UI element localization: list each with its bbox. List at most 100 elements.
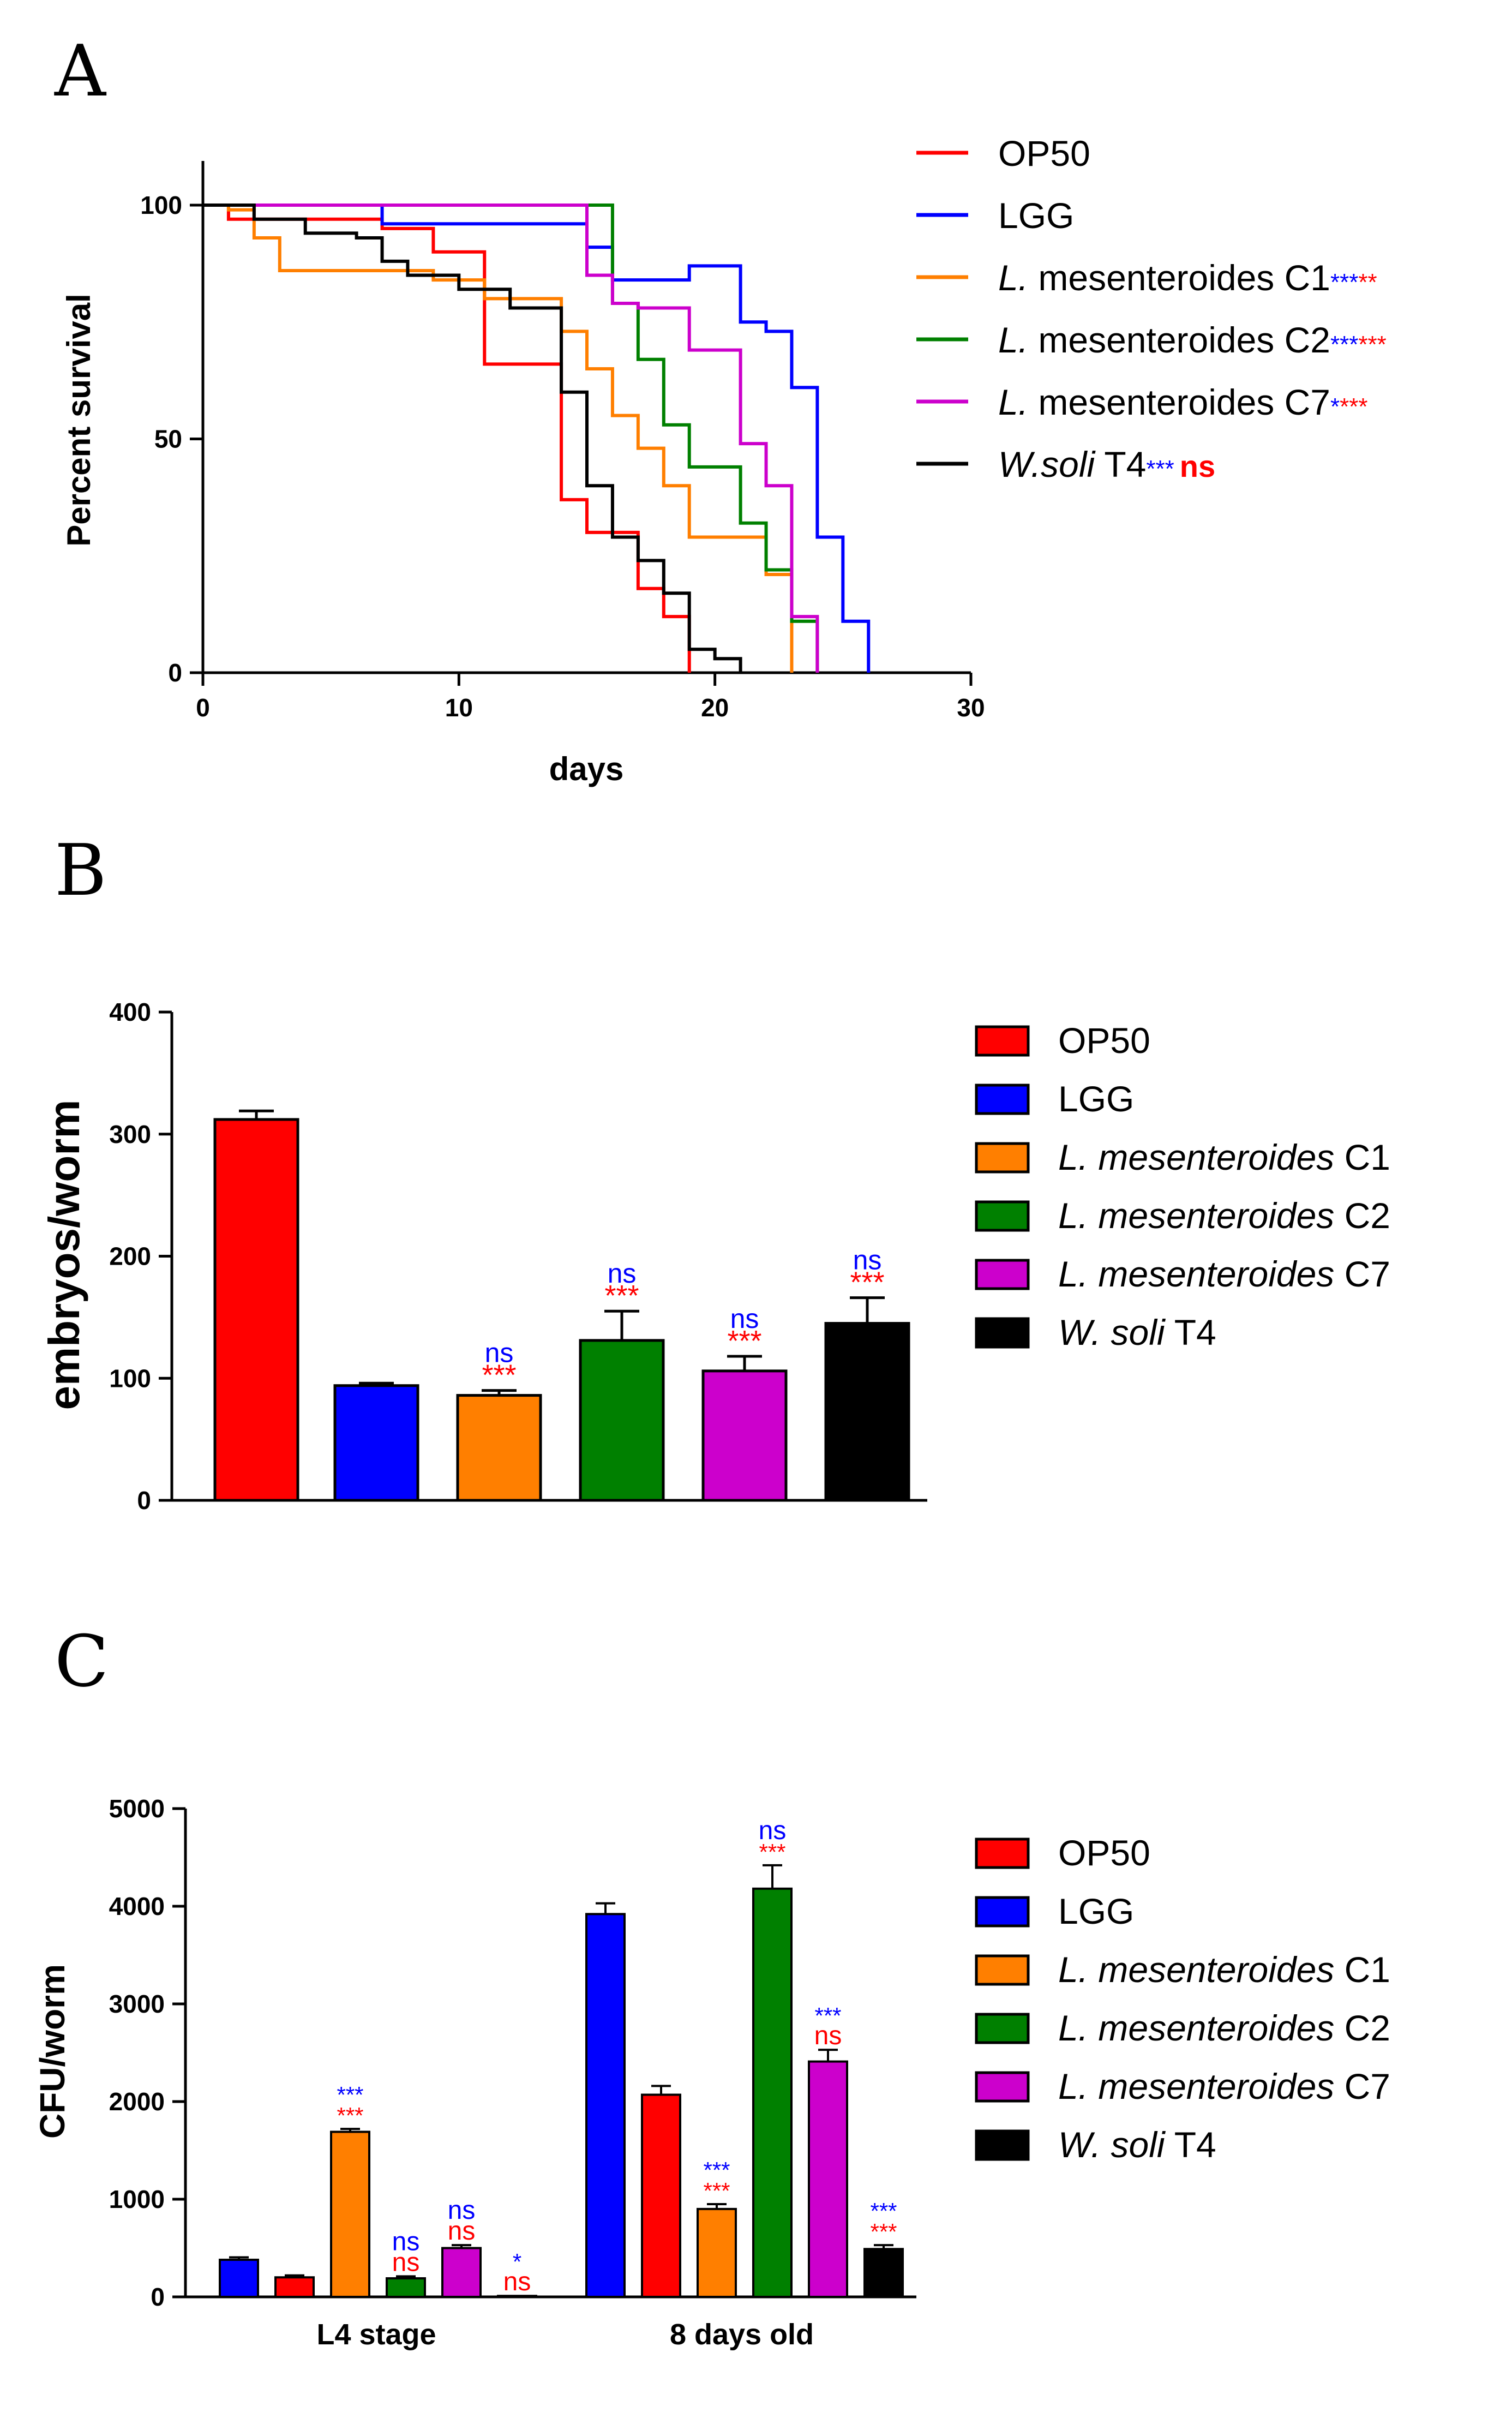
c-y-tick-label: 0 bbox=[151, 2283, 165, 2311]
legend-label-a-c1: L. mesenteroides C1***** bbox=[998, 258, 1377, 298]
c-y-tick-label: 3000 bbox=[109, 1990, 165, 2018]
legend-swatch-b-lgg bbox=[975, 1084, 1030, 1115]
c-y-tick-label: 5000 bbox=[109, 1794, 165, 1823]
bar-b-lgg bbox=[333, 1384, 419, 1502]
sig-label-b-c2-red: *** bbox=[604, 1279, 639, 1312]
legend-label-c-lgg: LGG bbox=[1058, 1891, 1134, 1931]
legend-label-c-c2: L. mesenteroides C2 bbox=[1058, 2008, 1390, 2048]
sig-label-b-c1-red: *** bbox=[482, 1359, 516, 1392]
sig-label-b-c7-blue: ns bbox=[730, 1303, 759, 1334]
legend-label-b-lgg: LGG bbox=[1058, 1079, 1134, 1119]
bar-c-l4-lgg bbox=[219, 2258, 259, 2298]
sig-label-c-day8-t4-blue: *** bbox=[870, 2198, 897, 2224]
bar-c-l4-c7 bbox=[441, 2247, 482, 2298]
a-y-axis-title: Percent survival bbox=[61, 294, 97, 547]
sig-label-c-day8-c7-blue: *** bbox=[814, 2003, 841, 2028]
legend-label-a-op50: OP50 bbox=[998, 133, 1090, 173]
c-y-axis-title: CFU/worm bbox=[33, 1964, 72, 2139]
sig-label-b-t4-blue: ns bbox=[853, 1245, 882, 1276]
sig-label-c-l4-c2-blue: ns bbox=[392, 2227, 420, 2256]
legend-swatch-b-c1 bbox=[975, 1142, 1030, 1174]
sig-label-c-day8-c2-red: *** bbox=[759, 1839, 785, 1865]
bar-c-day8-c2 bbox=[752, 1887, 793, 2298]
legend-label-c-c1: L. mesenteroides C1 bbox=[1058, 1949, 1390, 1990]
sig-label-b-c7-red: *** bbox=[727, 1325, 761, 1357]
b-y-tick-label: 300 bbox=[109, 1120, 151, 1148]
survival-line-t4 bbox=[203, 204, 742, 673]
panel-letter-a: A bbox=[54, 29, 107, 112]
legend-swatch-b-c7 bbox=[975, 1259, 1030, 1290]
cfu-bar-chart: 0 1000 2000 3000 4000 5000 CFU/worm L4 stage 8 d… bbox=[33, 1794, 1390, 2351]
bar-b-c7 bbox=[701, 1369, 788, 1502]
survival-line-lgg bbox=[203, 204, 871, 673]
survival-line-c2 bbox=[203, 204, 819, 673]
legend-swatch-b-t4 bbox=[975, 1317, 1030, 1349]
legend-swatch-b-op50 bbox=[975, 1025, 1030, 1057]
bar-b-c2 bbox=[579, 1339, 665, 1502]
bar-c-l4-op50 bbox=[274, 2276, 315, 2299]
bar-c-day8-c1 bbox=[697, 2207, 737, 2298]
legend-swatch-c-lgg bbox=[975, 1896, 1030, 1928]
sig-label-b-t4-red: *** bbox=[850, 1266, 884, 1299]
sig-label-b-c1-blue: ns bbox=[485, 1338, 514, 1368]
sig-label-c-day8-c1-red: *** bbox=[703, 2178, 730, 2204]
bar-b-op50 bbox=[213, 1118, 299, 1502]
legend-label-b-c2: L. mesenteroides C2 bbox=[1058, 1195, 1390, 1236]
survival-line-c1 bbox=[203, 204, 794, 673]
c-x-category-label: L4 stage bbox=[316, 2318, 436, 2351]
bar-c-day8-c7 bbox=[808, 2060, 848, 2299]
legend-label-b-c7: L. mesenteroides C7 bbox=[1058, 1254, 1390, 1294]
a-x-tick-label: 30 bbox=[957, 693, 985, 722]
sig-label-c-l4-c7-blue: ns bbox=[448, 2196, 476, 2225]
c-y-tick-label: 4000 bbox=[109, 1892, 165, 1920]
sig-label-c-l4-c2-red: ns bbox=[392, 2248, 420, 2277]
legend-label-a-c7: L. mesenteroides C7**** bbox=[998, 382, 1368, 422]
survival-chart: 0 50 100 0 10 20 30 days Percent survival OP50 LG… bbox=[61, 133, 1387, 787]
c-y-tick-label: 1000 bbox=[109, 2185, 165, 2213]
legend-label-c-c7: L. mesenteroides C7 bbox=[1058, 2066, 1390, 2106]
legend-swatch-c-c2 bbox=[975, 2013, 1030, 2044]
sig-label-c-l4-t4-blue: * bbox=[513, 2249, 521, 2275]
panel-letter-b: B bbox=[55, 829, 107, 912]
legend-swatch-b-c2 bbox=[975, 1200, 1030, 1232]
sig-label-c-day8-t4-red: *** bbox=[870, 2219, 897, 2245]
a-x-axis-title: days bbox=[549, 751, 624, 787]
b-y-tick-label: 100 bbox=[109, 1364, 151, 1392]
legend-label-b-c1: L. mesenteroides C1 bbox=[1058, 1137, 1390, 1177]
a-x-tick-label: 20 bbox=[701, 693, 729, 722]
b-y-tick-label: 200 bbox=[109, 1242, 151, 1271]
sig-label-c-day8-c2-blue: ns bbox=[759, 1816, 787, 1845]
bar-c-day8-t4 bbox=[863, 2248, 904, 2299]
legend-label-a-c2: L. mesenteroides C2****** bbox=[998, 320, 1387, 360]
legend-label-c-op50: OP50 bbox=[1058, 1833, 1150, 1873]
sig-label-b-c2-blue: ns bbox=[608, 1258, 637, 1289]
legend-swatch-c-op50 bbox=[975, 1838, 1030, 1869]
a-x-tick-label: 0 bbox=[196, 693, 210, 722]
survival-line-c7 bbox=[203, 204, 819, 673]
legend-swatch-c-t4 bbox=[975, 2129, 1030, 2161]
c-x-category-label: 8 days old bbox=[670, 2318, 814, 2351]
sig-label-c-day8-c1-blue: *** bbox=[703, 2157, 730, 2183]
bar-b-c1 bbox=[456, 1394, 542, 1502]
a-x-tick-label: 10 bbox=[445, 693, 473, 722]
bar-c-l4-c2 bbox=[386, 2277, 426, 2299]
bar-c-day8-op50 bbox=[641, 2093, 681, 2298]
bar-b-t4 bbox=[824, 1322, 910, 1502]
bar-c-day8-lgg bbox=[585, 1913, 626, 2299]
a-y-tick-label: 0 bbox=[168, 659, 182, 687]
legend-label-c-t4: W. soli T4 bbox=[1058, 2124, 1216, 2165]
legend-label-b-t4: W. soli T4 bbox=[1058, 1312, 1216, 1352]
sig-label-c-l4-c1-red: *** bbox=[337, 2103, 363, 2128]
sig-label-c-l4-t4-red: ns bbox=[503, 2267, 531, 2296]
bar-c-l4-t4 bbox=[497, 2295, 537, 2298]
legend-swatch-c-c7 bbox=[975, 2071, 1030, 2103]
c-y-tick-label: 2000 bbox=[109, 2087, 165, 2116]
legend-swatch-c-c1 bbox=[975, 1954, 1030, 1986]
legend-label-a-lgg: LGG bbox=[998, 195, 1074, 236]
legend-label-b-op50: OP50 bbox=[1058, 1020, 1150, 1061]
legend-label-a-t4: W.soli T4*** ns bbox=[998, 444, 1215, 484]
bar-c-l4-c1 bbox=[330, 2130, 370, 2298]
b-y-axis-title: embryos/worm bbox=[40, 1099, 88, 1410]
